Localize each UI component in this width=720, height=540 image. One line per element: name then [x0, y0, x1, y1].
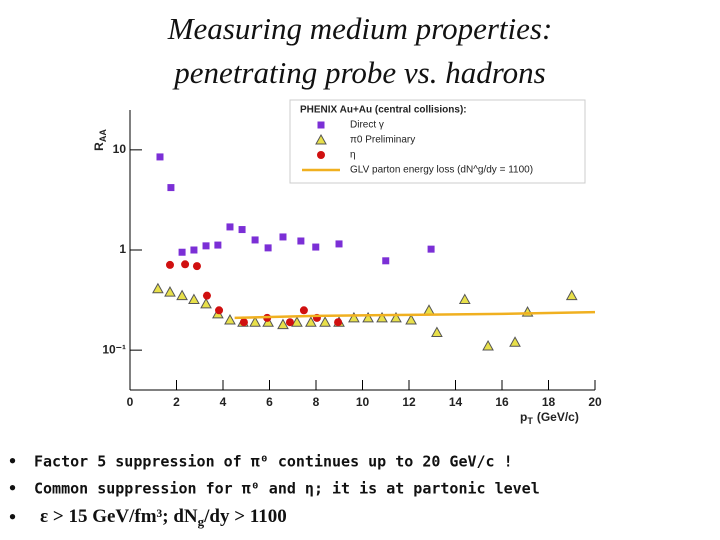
- bullet-text: Common suppression for π⁰ and η; it is a…: [34, 480, 540, 498]
- legend-title: PHENIX Au+Au (central collisions):: [300, 105, 467, 116]
- x-tick-label: 12: [402, 395, 416, 409]
- marker: [509, 336, 521, 347]
- marker: [226, 223, 234, 231]
- marker: [277, 318, 289, 330]
- x-tick-label: 10: [356, 395, 370, 409]
- marker: [285, 318, 294, 327]
- x-axis-label: pT (GeV/c): [520, 410, 579, 426]
- marker: [188, 293, 200, 305]
- x-tick-label: 4: [220, 395, 227, 409]
- marker: [312, 243, 320, 251]
- bullet: •: [8, 480, 17, 498]
- marker: [319, 316, 331, 327]
- marker: [348, 311, 360, 323]
- x-tick-label: 6: [266, 395, 273, 409]
- marker: [423, 304, 435, 315]
- marker: [431, 326, 443, 338]
- legend-label: Direct γ: [350, 120, 384, 131]
- text: g: [198, 514, 205, 529]
- marker: [165, 260, 174, 269]
- marker: [382, 257, 390, 265]
- marker: [249, 316, 261, 327]
- marker: [202, 291, 211, 300]
- marker: [178, 248, 186, 256]
- y-tick-label: 1: [119, 242, 126, 256]
- text: /dy > 1100: [203, 506, 287, 527]
- marker: [376, 311, 388, 323]
- y-tick-label: 10⁻¹: [102, 342, 126, 356]
- marker: [317, 151, 325, 159]
- marker: [167, 184, 175, 192]
- plot: 0 2 4 6 8 10 12 14 16 18 20 10 1 10⁻¹ RAA pT (GeV/c): [92, 110, 602, 426]
- marker: [482, 339, 494, 351]
- legend-label: η: [350, 150, 356, 161]
- marker: [299, 306, 308, 315]
- marker: [362, 311, 374, 323]
- text: R: [92, 142, 106, 151]
- marker: [279, 233, 287, 241]
- bullet-text: Factor 5 suppression of π⁰ continues up …: [34, 453, 513, 471]
- marker: [239, 318, 248, 327]
- marker: [224, 313, 236, 325]
- legend: Direct γ π0 Preliminary η GLV parton energy…: [302, 120, 533, 176]
- marker: [315, 133, 327, 145]
- title-line: penetrating probe vs. hadrons: [172, 55, 545, 90]
- text: AA: [98, 129, 108, 142]
- x-tick-label: 20: [588, 395, 602, 409]
- legend-label: GLV parton energy loss (dN^g/dy = 1100): [350, 165, 533, 176]
- marker: [200, 297, 212, 309]
- x-tick-label: 8: [313, 395, 320, 409]
- marker: [192, 262, 201, 271]
- text: T: [527, 416, 533, 426]
- marker: [202, 242, 210, 250]
- marker: [215, 306, 224, 315]
- text: p: [520, 410, 527, 424]
- marker: [297, 237, 305, 245]
- x-tick-label: 18: [542, 395, 556, 409]
- marker: [335, 240, 343, 248]
- x-tick-label: 16: [495, 395, 509, 409]
- marker: [152, 282, 164, 294]
- marker: [565, 289, 578, 301]
- marker: [238, 226, 246, 234]
- marker: [405, 313, 417, 325]
- marker: [390, 311, 402, 323]
- marker: [317, 121, 325, 129]
- marker: [427, 245, 435, 253]
- title-line: Measuring medium properties:: [167, 11, 553, 46]
- marker: [176, 289, 188, 301]
- legend-label: π0 Preliminary: [350, 135, 415, 146]
- marker: [164, 286, 176, 297]
- bullet-text: ε > 15 GeV/fm³; dNg/dy > 1100: [40, 506, 287, 529]
- line: [234, 310, 596, 320]
- x-tick-label: 2: [173, 395, 180, 409]
- x-tick-label: 0: [127, 395, 134, 409]
- marker: [251, 236, 259, 244]
- y-tick-label: 10: [113, 142, 127, 156]
- y-axis-label: RAA: [92, 129, 108, 151]
- x-tick-label: 14: [449, 395, 463, 409]
- marker: [305, 316, 317, 327]
- marker: [214, 241, 222, 249]
- text: ε > 15 GeV/fm³; dN: [40, 506, 198, 527]
- text: (GeV/c): [537, 410, 579, 424]
- marker: [458, 293, 471, 305]
- marker: [181, 260, 190, 269]
- marker: [291, 316, 303, 327]
- marker: [264, 244, 272, 252]
- marker: [334, 318, 343, 327]
- bullet: •: [8, 509, 17, 527]
- marker: [190, 246, 198, 254]
- bullet: •: [8, 453, 17, 471]
- marker: [156, 153, 164, 161]
